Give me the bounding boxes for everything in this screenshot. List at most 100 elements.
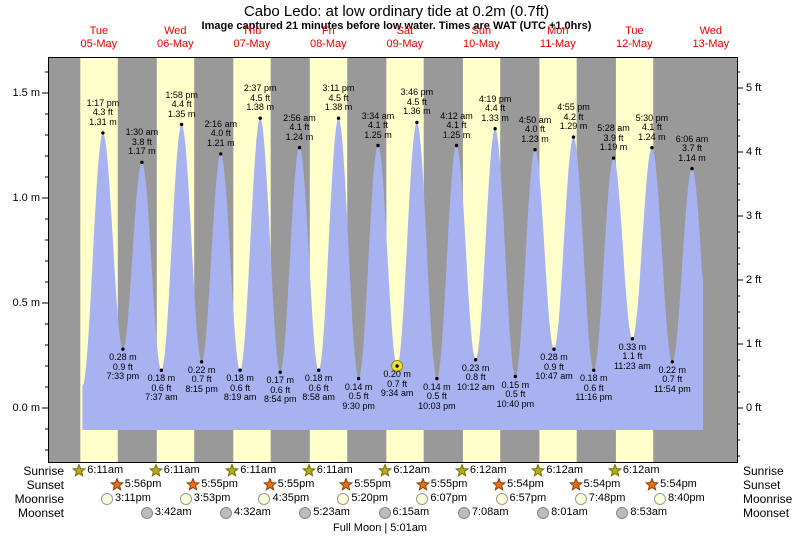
day-label: Mon 11-May (520, 25, 596, 51)
tide-event-dot (317, 368, 321, 372)
moonrise-moon-icon (258, 492, 271, 505)
almanac-time: 8:53am (630, 506, 668, 518)
right-axis-label: 1 ft (746, 337, 762, 350)
tide-event-dot (101, 131, 105, 135)
almanac-time: 6:11am (163, 464, 200, 476)
page-subtitle: Image captured 21 minutes before low wat… (201, 20, 592, 32)
right-axis-label: 2 ft (746, 273, 762, 286)
low-tide-annotation: 0.14 m 0.5 ft 10:03 pm (418, 381, 456, 411)
sunrise-star-icon (225, 464, 240, 477)
day-date: 10-May (463, 38, 500, 50)
almanac-time: 4:35pm (272, 492, 310, 504)
almanac-time: 5:55pm (354, 478, 391, 490)
moonrise-moon-icon (495, 492, 508, 505)
sunrise-star-icon (148, 464, 163, 477)
sunset-entry: 5:54pm (492, 478, 544, 491)
sunset-entry: 5:56pm (109, 478, 162, 491)
moonrise-entry: 6:57pm (495, 492, 546, 505)
low-tide-annotation: 0.23 m 0.8 ft 10:12 am (456, 362, 495, 392)
sunrise-star-icon (454, 464, 469, 477)
sunset-star-icon (109, 478, 124, 491)
almanac-time: 6:12am (546, 464, 584, 476)
day-label: Tue 12-May (596, 25, 672, 51)
tide-event-dot (493, 127, 497, 131)
day-weekday: Sat (396, 25, 414, 37)
high-tide-annotation: 3:34 am 4.1 ft 1.25 m (361, 110, 395, 140)
sunrise-star-icon (531, 464, 546, 477)
high-tide-annotation: 4:50 am 4.0 ft 1.23 m (518, 114, 552, 144)
low-tide-annotation: 0.28 m 0.9 ft 10:47 am (535, 352, 573, 382)
almanac-time: 5:54pm (507, 478, 544, 490)
high-tide-annotation: 4:12 am 4.1 ft 1.25 m (440, 110, 473, 140)
sunrise-entry: 6:12am (607, 464, 660, 477)
tide-event-dot (630, 337, 635, 341)
tide-curve (82, 118, 703, 430)
sunrise-entry: 6:11am (225, 464, 276, 477)
moonrise-entry: 7:48pm (574, 492, 625, 505)
tide-event-dot (415, 120, 419, 125)
almanac-time: 6:12am (622, 464, 660, 476)
day-weekday: Thu (242, 25, 262, 37)
tide-event-dot (179, 122, 184, 127)
tide-event-dot (356, 376, 361, 381)
moonrise-moon-icon (179, 492, 192, 505)
moonset-entry: 4:32am (220, 506, 271, 519)
high-tide-annotation: 5:28 am 3.9 ft 1.19 m (597, 123, 630, 153)
tide-event-dot (592, 368, 596, 372)
tide-event-dot (278, 370, 282, 374)
left-axis-label: 0.0 m (12, 402, 40, 414)
almanac-time: 5:54pm (583, 478, 621, 490)
right-axis-label: 3 ft (746, 209, 762, 222)
almanac-time: 6:12am (393, 464, 431, 476)
tide-event-dot (513, 374, 517, 379)
low-tide-annotation: 0.33 m 1.1 ft 11:23 am (613, 341, 651, 371)
day-weekday: Tue (89, 25, 109, 37)
day-weekday: Tue (625, 25, 644, 37)
tide-event-dot (690, 166, 694, 171)
moonrise-moon-icon (574, 492, 587, 505)
high-tide-annotation: 6:06 am 3.7 ft 1.14 m (675, 133, 709, 163)
left-axis-label: 1.0 m (12, 192, 40, 204)
almanac-time: 8:40pm (667, 492, 705, 504)
moonrise-moon-icon (100, 492, 113, 505)
sunrise-entry: 6:12am (531, 464, 583, 477)
right-axis-label: 4 ft (746, 145, 762, 158)
tide-event-dot (258, 116, 262, 120)
low-tide-annotation: 0.18 m 0.6 ft 11:16 pm (575, 373, 613, 403)
day-weekday: Fri (321, 25, 335, 37)
day-weekday: Sun (471, 25, 492, 37)
day-weekday: Wed (164, 25, 187, 37)
tide-event-dot (159, 368, 164, 372)
almanac-time: 3:11pm (114, 492, 151, 504)
day-date: 11-May (539, 38, 576, 50)
sunset-entry: 5:54pm (645, 478, 697, 491)
almanac-time: 6:11am (87, 464, 124, 476)
almanac-time: 5:20pm (351, 492, 389, 504)
low-tide-annotation: 0.22 m 0.7 ft 8:15 pm (185, 364, 218, 394)
moonset-moon-icon (616, 506, 629, 519)
moonrise-entry: 8:40pm (653, 492, 705, 505)
almanac-time: 5:56pm (124, 478, 162, 490)
almanac-row-label-right: Moonset (743, 506, 790, 520)
left-axis-label: 0.5 m (12, 297, 40, 309)
tide-event-dot (670, 360, 674, 364)
sunrise-entry: 6:11am (72, 464, 123, 477)
high-tide-annotation: 5:30 pm 4.1 ft 1.24 m (635, 112, 669, 142)
day-date: 05-May (80, 38, 118, 50)
day-label: Sun 10-May (443, 25, 519, 51)
low-tide-annotation: 0.28 m 0.9 ft 7:33 pm (106, 352, 140, 382)
day-weekday: Mon (547, 25, 569, 37)
moonset-moon-icon (299, 506, 312, 519)
almanac-time: 6:07pm (430, 492, 468, 504)
tide-event-dot (219, 152, 223, 156)
sunset-star-icon (492, 478, 507, 491)
low-tide-annotation: 0.18 m 0.6 ft 8:58 am (302, 373, 335, 403)
moonrise-entry: 3:11pm (100, 492, 151, 505)
moonset-moon-icon (457, 506, 470, 519)
tide-event-dot (435, 376, 439, 381)
day-label: Thu 07-May (214, 25, 290, 51)
moonset-moon-icon (537, 506, 550, 519)
moonrise-entry: 3:53pm (179, 492, 230, 505)
moonset-entry: 6:15am (378, 506, 429, 519)
